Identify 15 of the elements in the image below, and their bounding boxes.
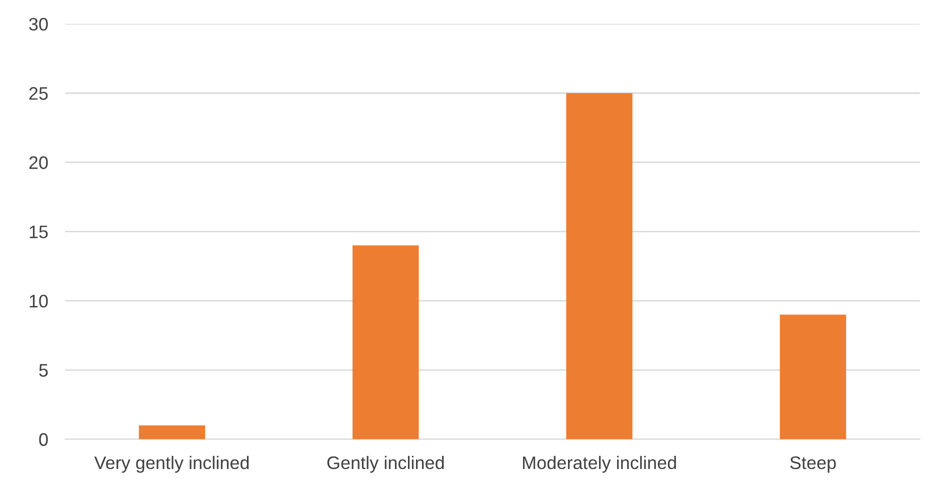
bar xyxy=(138,425,206,440)
bar xyxy=(566,93,632,440)
y-tick-label: 5 xyxy=(39,364,48,377)
y-tick-label: 10 xyxy=(30,294,48,308)
x-tick-label: Gently inclined xyxy=(327,456,444,473)
y-tick-label: 30 xyxy=(29,18,48,31)
bar xyxy=(352,245,419,440)
x-tick-label: Steep xyxy=(790,456,836,473)
y-tick-label: 20 xyxy=(29,156,48,170)
y-tick-label: 25 xyxy=(29,87,48,100)
y-tick-label: 0 xyxy=(39,433,48,446)
x-tick-label: Moderately inclined xyxy=(523,456,676,473)
bar xyxy=(780,314,846,440)
x-tick-label: Very gently inclined xyxy=(94,456,249,473)
y-tick-label: 15 xyxy=(30,226,48,238)
